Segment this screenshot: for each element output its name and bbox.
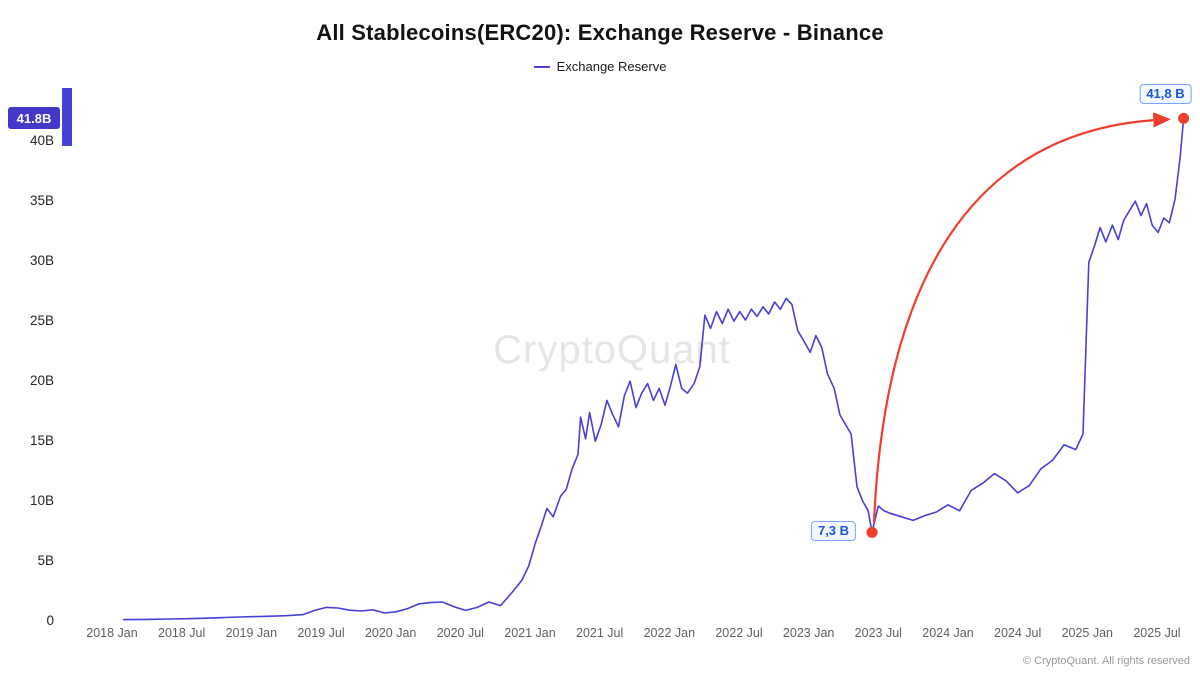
low-annotation-label: 7,3 B <box>810 521 857 542</box>
current-value-badge: 41.8B <box>8 107 60 130</box>
x-axis-tick-label: 2023 Jan <box>783 626 834 640</box>
x-axis-tick-label: 2020 Jul <box>437 626 484 640</box>
y-axis-tick-label: 10B <box>30 493 54 508</box>
y-axis-tick-label: 35B <box>30 193 54 208</box>
axis-highlight-strip <box>62 88 72 146</box>
x-axis-tick-label: 2023 Jul <box>855 626 902 640</box>
chart-title: All Stablecoins(ERC20): Exchange Reserve… <box>316 20 884 45</box>
x-axis-tick-label: 2020 Jan <box>365 626 416 640</box>
x-axis-tick-label: 2021 Jul <box>576 626 623 640</box>
y-axis-tick-label: 0 <box>46 613 54 628</box>
x-axis-tick-label: 2024 Jul <box>994 626 1041 640</box>
x-axis-tick-label: 2021 Jan <box>504 626 555 640</box>
x-axis-tick-label: 2018 Jan <box>86 626 137 640</box>
y-axis-tick-label: 25B <box>30 313 54 328</box>
x-axis-tick-label: 2019 Jul <box>297 626 344 640</box>
low-point-marker <box>866 526 878 538</box>
legend[interactable]: Exchange Reserve <box>0 59 1200 74</box>
x-axis-tick-label: 2018 Jul <box>158 626 205 640</box>
y-axis-tick-label: 5B <box>37 553 54 568</box>
x-axis-tick-label: 2019 Jan <box>226 626 277 640</box>
x-axis-tick-label: 2024 Jan <box>922 626 973 640</box>
trend-arrow <box>872 112 1171 523</box>
x-axis-tick-label: 2025 Jul <box>1133 626 1180 640</box>
legend-line-swatch <box>533 65 550 68</box>
legend-label: Exchange Reserve <box>556 59 667 74</box>
x-axis-tick-label: 2022 Jan <box>644 626 695 640</box>
y-axis-tick-label: 30B <box>30 253 54 268</box>
y-axis-tick-label: 40B <box>30 133 54 148</box>
high-point-marker <box>1178 112 1190 124</box>
y-axis-tick-label: 15B <box>30 433 54 448</box>
exchange-reserve-line <box>122 117 1185 621</box>
x-axis-tick-label: 2022 Jul <box>715 626 762 640</box>
high-annotation-label: 41,8 B <box>1139 84 1192 105</box>
copyright-footer: © CryptoQuant. All rights reserved <box>1022 655 1190 667</box>
x-axis-tick-label: 2025 Jan <box>1062 626 1113 640</box>
y-axis-tick-label: 20B <box>30 373 54 388</box>
